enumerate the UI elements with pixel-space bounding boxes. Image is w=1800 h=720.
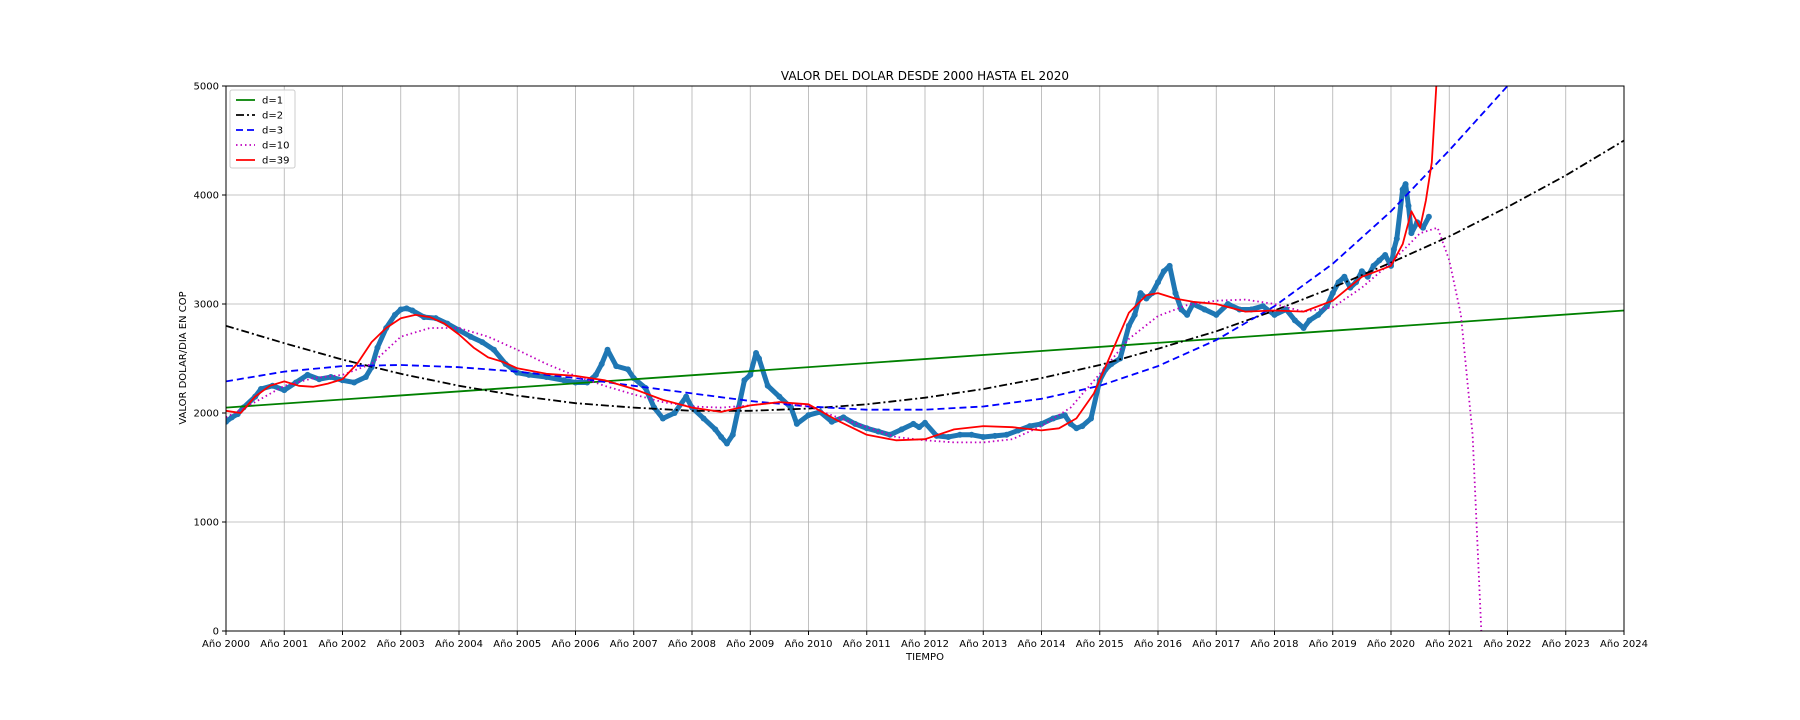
data-point-trace [374,325,389,351]
x-tick-label: Año 2016 [1134,639,1182,650]
data-point-trace [1088,377,1103,421]
x-tick-label: Año 2017 [1192,639,1240,650]
data-point-trace [756,356,771,389]
x-tick-label: Año 2018 [1251,639,1299,650]
plot-data [226,86,1624,631]
x-tick-label: Año 2019 [1309,639,1357,650]
y-tick-label: 1000 [194,518,219,529]
data-point-trace [1167,263,1178,296]
x-tick-label: Año 2022 [1484,639,1532,650]
x-tick-label: Año 2008 [668,639,716,650]
x-tick-label: Año 2011 [843,639,891,650]
chart-legend: d=1 d=2 d=3 d=10 d=39 [229,89,296,169]
x-tick-label: Año 2007 [610,639,658,650]
legend-label: d=39 [262,156,289,167]
x-tick-label: Año 2012 [901,639,949,650]
y-tick-label: 2000 [194,409,219,420]
x-tick-label: Año 2020 [1367,639,1415,650]
legend-label: d=2 [262,111,283,122]
x-tick-label: Año 2005 [493,639,541,650]
series-line-d-39 [226,86,1438,442]
data-point-trace [369,345,380,370]
legend-label: d=3 [262,126,283,137]
x-tick-label: Año 2010 [785,639,833,650]
y-tick-label: 5000 [194,82,219,93]
x-tick-label: Año 2000 [202,639,250,650]
x-axis-label: TIEMPO [905,652,944,663]
data-point [1425,213,1432,220]
data-point-trace [1117,323,1132,361]
x-tick-label: Año 2015 [1076,639,1124,650]
x-tick-label: Año 2021 [1425,639,1473,650]
data-point-trace [642,385,657,411]
x-tick-label: Año 2003 [377,639,425,650]
x-tick-label: Año 2023 [1542,639,1590,650]
data-point-trace [730,405,742,438]
x-tick-label: Año 2004 [435,639,483,650]
axis-ticks: Año 2000 Año 2001 Año 2002 Año 2003 Año 2004… [194,82,1648,651]
data-point-trace [605,347,619,369]
x-tick-label: Año 2013 [959,639,1007,650]
chart-title: VALOR DEL DOLAR DESDE 2000 HASTA EL 2020 [781,69,1069,83]
fit-lines [226,86,1624,631]
legend-label: d=10 [262,141,289,152]
legend-box [229,89,296,169]
x-tick-label: Año 2009 [726,639,774,650]
plot-frame [225,85,1625,632]
x-tick-label: Año 2002 [319,639,367,650]
x-tick-label: Año 2014 [1018,639,1066,650]
y-tick-label: 0 [213,627,219,638]
y-tick-label: 3000 [194,300,219,311]
data-point-trace [1394,187,1406,242]
y-tick-label: 4000 [194,191,219,202]
x-tick-label: Año 2024 [1600,639,1648,650]
series-line-d-1 [226,309,1624,409]
series-line-d-2 [226,139,1624,412]
x-tick-label: Año 2006 [552,639,600,650]
series-line-d-3 [226,86,1509,411]
y-axis-label: VALOR DOLAR/DIA EN COP [178,291,189,424]
x-tick-label: Año 2001 [260,639,308,650]
legend-label: d=1 [262,96,283,107]
data-point-trace [736,377,747,411]
